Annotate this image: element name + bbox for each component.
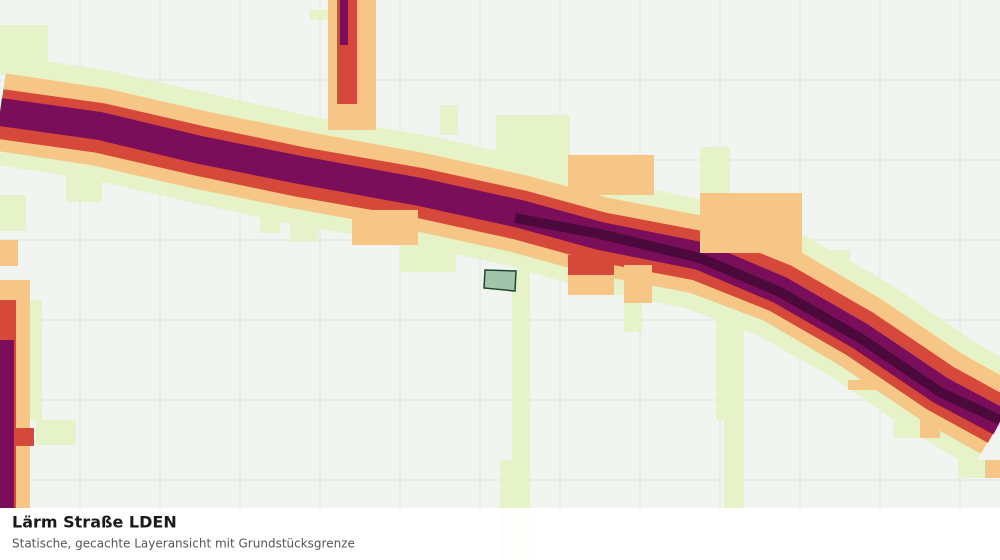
noise-patch	[568, 255, 614, 275]
noise-patch	[958, 460, 988, 478]
noise-patch	[0, 240, 18, 266]
noise-patch	[624, 265, 652, 303]
noise-patch	[36, 420, 76, 445]
noise-patch	[848, 380, 876, 390]
noise-patch	[0, 195, 26, 231]
noise-patch	[700, 193, 802, 253]
caption-panel	[0, 508, 1000, 560]
noise-band-veryhigh	[0, 340, 14, 508]
noise-band-veryhigh	[340, 0, 348, 45]
noise-patch	[624, 300, 642, 332]
noise-band-extreme	[514, 213, 1000, 425]
noise-patch	[310, 10, 330, 20]
noise-patch	[352, 210, 418, 245]
noise-patch	[440, 105, 458, 135]
map-subtitle: Statische, gecachte Layeransicht mit Gru…	[12, 537, 355, 551]
noise-patch	[14, 428, 34, 446]
noise-patch	[985, 460, 1000, 478]
parcel-boundary[interactable]	[483, 269, 517, 292]
map-title: Lärm Straße LDEN	[12, 513, 177, 532]
noise-strip	[724, 420, 744, 510]
noise-patch	[700, 147, 730, 197]
noise-patch	[568, 155, 654, 195]
noise-strip	[716, 320, 744, 420]
noise-patch	[920, 420, 940, 438]
